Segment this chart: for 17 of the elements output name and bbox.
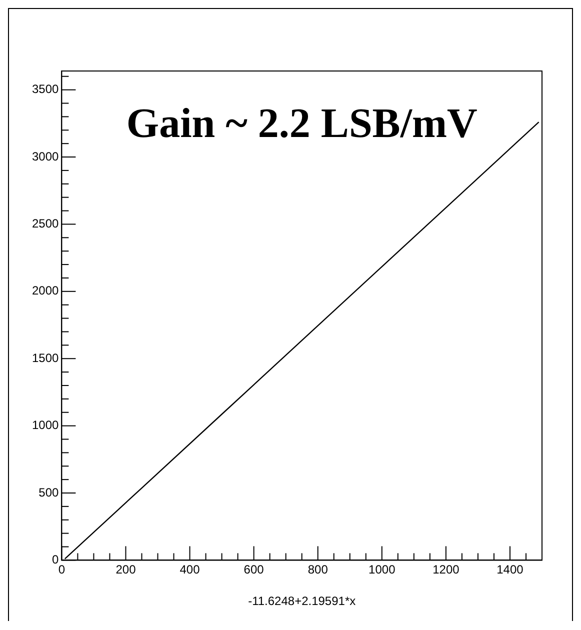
y-tick-label: 2000 <box>32 284 60 298</box>
y-tick-label: 500 <box>38 485 60 500</box>
y-tick-label: 3500 <box>32 82 60 96</box>
x-tick-label: 200 <box>116 562 136 577</box>
x-tick-label: 1400 <box>496 562 524 577</box>
x-axis-title: -11.6248+2.19591*x <box>248 594 356 608</box>
x-tick-label: 1200 <box>432 562 460 577</box>
x-tick-label: 600 <box>244 562 264 577</box>
x-tick-label: 400 <box>180 562 200 577</box>
x-tick-label: 800 <box>308 562 328 577</box>
y-tick-label: 1000 <box>32 418 60 432</box>
x-tick-label: 1000 <box>368 562 396 577</box>
y-tick-label: 2500 <box>32 216 60 231</box>
y-tick-label: 1500 <box>32 350 60 365</box>
y-tick-label: 3000 <box>32 149 60 164</box>
annotation: Gain ~ 2.2 LSB/mV <box>126 100 478 147</box>
y-tick-label: 0 <box>52 552 60 567</box>
